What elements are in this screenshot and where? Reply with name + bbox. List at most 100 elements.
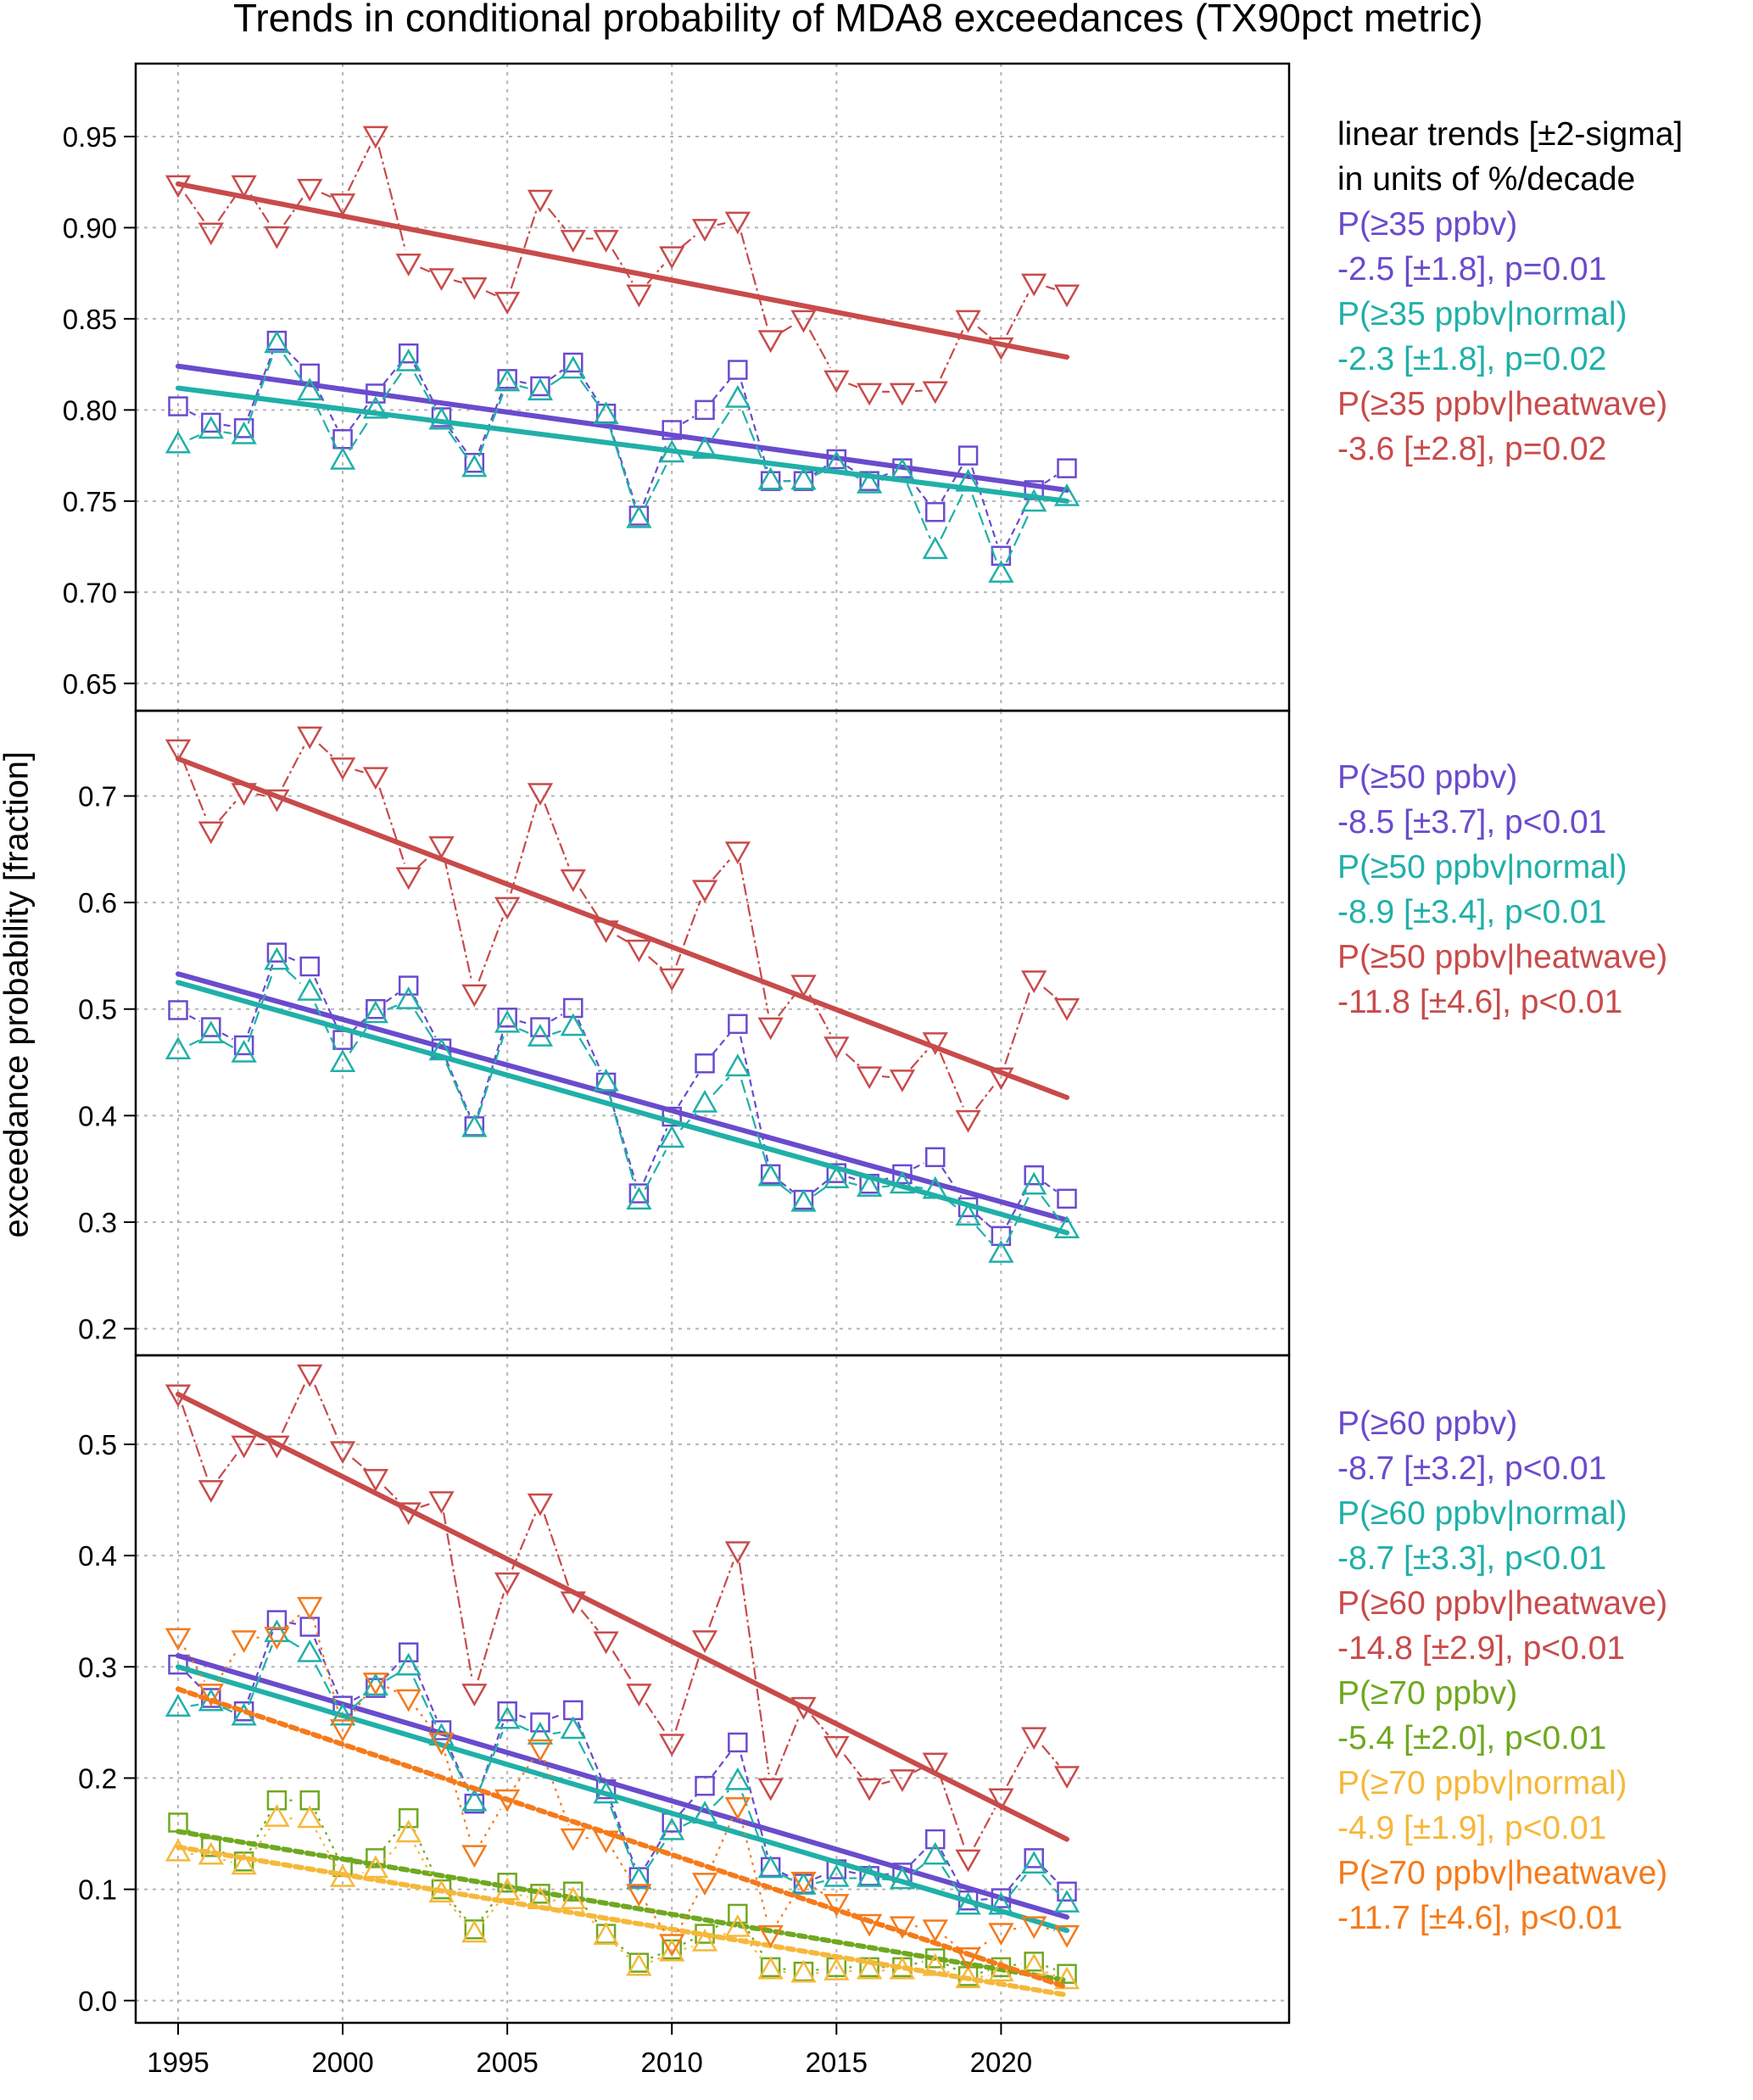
series-line-segment	[477, 1593, 505, 1681]
x-tick-label: 1995	[147, 2047, 209, 2078]
data-point	[724, 384, 751, 408]
data-point	[560, 1013, 586, 1036]
series-line-segment	[938, 1773, 965, 1847]
legend-trend-value: -2.3 [±1.8], p=0.02	[1337, 341, 1607, 377]
data-point	[793, 471, 814, 491]
data-point	[264, 1619, 290, 1643]
data-point	[856, 1956, 883, 1980]
series-line-segment	[414, 373, 437, 411]
trend-line	[176, 1829, 1069, 1984]
data-point	[1024, 1164, 1044, 1186]
series-line-segment	[511, 1513, 537, 1570]
data-point	[691, 880, 718, 903]
series-line-segment	[1042, 986, 1058, 1000]
data-point	[593, 1922, 619, 1945]
series-line-segment	[183, 1647, 206, 1683]
series-line-segment	[716, 1932, 727, 1939]
data-point	[395, 1819, 422, 1843]
data-point	[431, 1720, 452, 1740]
legend-trend-value: -3.6 [±2.8], p=0.02	[1337, 431, 1607, 467]
data-point	[329, 1049, 356, 1073]
data-point	[823, 1958, 850, 1980]
series-line-segment	[845, 1053, 861, 1068]
data-point	[626, 1884, 652, 1907]
series-line-segment	[609, 1806, 636, 1869]
series-line-segment	[247, 355, 274, 424]
series-line-segment	[739, 863, 769, 1014]
series-line-segment	[777, 992, 797, 1017]
series-line-segment	[848, 1181, 857, 1187]
series-line-segment	[940, 494, 963, 539]
y-tick-label: 0.6	[78, 887, 117, 919]
data-point	[165, 1036, 192, 1059]
series-line-segment	[217, 1454, 237, 1479]
series-line-segment	[611, 1650, 634, 1683]
series-line-segment	[1006, 1746, 1030, 1787]
data-point	[233, 1701, 254, 1722]
data-point	[428, 1491, 455, 1515]
series-line-segment	[288, 1622, 298, 1626]
data-point	[757, 1855, 784, 1879]
data-point	[1021, 1916, 1047, 1940]
data-point	[428, 406, 455, 430]
series-line-segment	[449, 1902, 467, 1925]
data-point	[724, 1913, 751, 1937]
data-point	[428, 836, 455, 859]
data-point	[398, 1642, 419, 1662]
data-point	[461, 276, 488, 300]
series-line-segment	[846, 470, 859, 479]
series-line-segment	[940, 330, 964, 379]
data-point	[428, 268, 455, 292]
series-line-segment	[578, 1740, 601, 1784]
data-point	[728, 1732, 748, 1753]
series-line-segment	[247, 972, 274, 1042]
legend-series-name: P(≥50 ppbv|normal)	[1337, 849, 1627, 885]
series-line-segment	[188, 1014, 201, 1023]
series-line-segment	[881, 1185, 890, 1188]
series-line-segment	[1041, 1745, 1060, 1766]
data-point	[988, 1067, 1014, 1091]
data-point	[563, 1881, 583, 1902]
series-line-segment	[1005, 514, 1030, 563]
series-line-segment	[645, 1841, 666, 1871]
series-line-segment	[287, 1639, 300, 1648]
data-point	[757, 330, 784, 354]
series-line-segment	[552, 1891, 561, 1894]
data-point	[233, 418, 254, 438]
legend-series-name: P(≥70 ppbv|heatwave)	[1337, 1855, 1668, 1891]
data-point	[691, 1873, 718, 1896]
data-point	[957, 445, 979, 466]
series-line-segment	[349, 420, 370, 451]
data-point	[395, 254, 422, 276]
series-line-segment	[914, 1960, 924, 1965]
series-line-segment	[315, 1664, 338, 1706]
y-tick-label: 0.3	[78, 1207, 117, 1238]
data-point	[560, 230, 586, 253]
series-line-segment	[1044, 474, 1058, 484]
data-point	[264, 947, 290, 970]
series-line-segment	[314, 402, 338, 450]
data-point	[922, 1176, 948, 1199]
series-line-segment	[448, 430, 468, 459]
data-point	[790, 466, 817, 490]
data-point	[955, 1947, 981, 1970]
series-line-segment	[973, 1807, 997, 1848]
data-point	[530, 1712, 550, 1733]
series-line-segment	[216, 1649, 238, 1683]
data-point	[530, 1884, 550, 1904]
data-point	[659, 246, 685, 270]
data-point	[691, 1089, 718, 1113]
series-line-segment	[609, 1801, 636, 1866]
legend-trend-value: -8.7 [±3.3], p<0.01	[1337, 1540, 1607, 1577]
series-line-segment	[712, 859, 730, 880]
data-point	[530, 1017, 550, 1037]
data-point	[362, 1000, 389, 1024]
data-point	[461, 1114, 488, 1137]
data-point	[201, 1017, 221, 1037]
data-point	[691, 436, 718, 459]
data-point	[988, 560, 1014, 584]
data-point	[724, 211, 751, 235]
legend-series-name: P(≥60 ppbv|heatwave)	[1337, 1585, 1668, 1622]
data-point	[955, 310, 981, 333]
series-line-segment	[1043, 1181, 1058, 1192]
